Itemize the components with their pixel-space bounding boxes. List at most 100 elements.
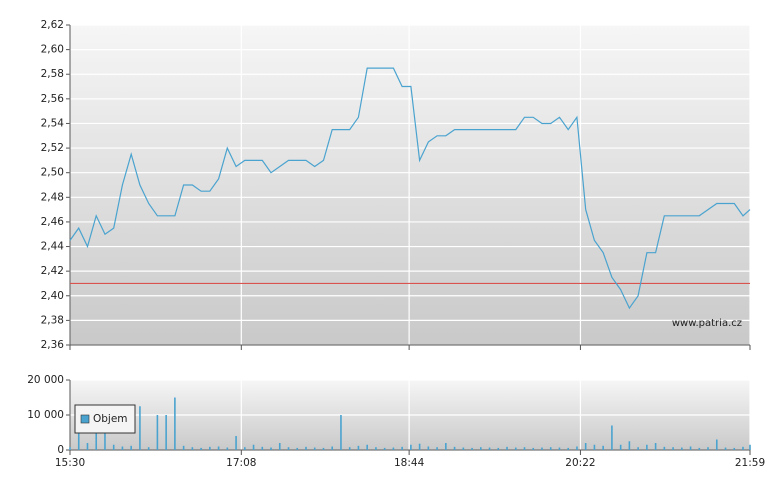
- volume-bar: [331, 446, 334, 450]
- volume-bar: [602, 445, 604, 450]
- volume-bar: [139, 406, 141, 450]
- y-tick-label: 2,54: [41, 117, 65, 129]
- volume-bar: [523, 447, 526, 450]
- price-line: [69, 67, 751, 310]
- volume-bar: [619, 444, 622, 450]
- volume-bar: [375, 447, 377, 450]
- x-tick-label: 21:59: [735, 457, 765, 469]
- volume-bar: [182, 445, 185, 450]
- volume-bar: [357, 445, 360, 450]
- volume-bar: [749, 444, 751, 450]
- volume-bar: [532, 447, 535, 450]
- volume-bar: [715, 439, 718, 450]
- volume-bar: [427, 446, 430, 450]
- volume-bar: [707, 447, 709, 450]
- volume-bar: [436, 447, 438, 450]
- volume-bar: [445, 443, 447, 450]
- volume-bar: [235, 436, 237, 450]
- volume-bar: [497, 447, 500, 450]
- volume-bar: [724, 447, 727, 450]
- y-tick-label: 2,52: [41, 142, 64, 154]
- y-tick-label: 2,48: [41, 191, 64, 203]
- volume-bar: [278, 443, 281, 450]
- volume-bar: [672, 447, 674, 450]
- volume-bar: [401, 446, 403, 450]
- y-tick-label: 10 000: [27, 409, 64, 421]
- volume-bar: [77, 432, 80, 450]
- volume-bar: [471, 447, 473, 450]
- watermark: www.patria.cz: [672, 318, 742, 329]
- y-tick-label: 2,36: [41, 339, 65, 351]
- y-tick-label: 2,56: [41, 93, 65, 105]
- volume-bar: [654, 443, 657, 450]
- volume-bar: [558, 447, 561, 450]
- volume-bar: [549, 447, 552, 450]
- y-tick-label: 2,46: [41, 216, 65, 228]
- volume-bar: [689, 446, 692, 450]
- volume-bar: [165, 415, 167, 450]
- volume-bar: [313, 447, 316, 450]
- volume-bar: [663, 446, 666, 450]
- volume-bar: [270, 447, 272, 450]
- volume-bar: [742, 446, 744, 450]
- volume-bar: [322, 447, 325, 450]
- volume-bar: [147, 447, 150, 450]
- volume-bar: [86, 443, 89, 450]
- volume-bar: [646, 444, 648, 450]
- volume-bar: [383, 447, 386, 450]
- volume-bar: [366, 444, 368, 450]
- volume-bar: [637, 447, 639, 450]
- volume-bar: [252, 444, 255, 450]
- volume-bar: [348, 447, 351, 450]
- x-tick-label: 17:08: [226, 457, 256, 469]
- legend-label: Objem: [93, 413, 128, 425]
- volume-bar: [217, 446, 220, 450]
- volume-bar: [410, 444, 412, 450]
- y-tick-label: 0: [57, 444, 64, 456]
- legend: Objem: [74, 404, 136, 434]
- volume-bar: [69, 447, 71, 450]
- y-tick-label: 2,42: [41, 265, 64, 277]
- x-tick-label: 20:22: [565, 457, 595, 469]
- volume-bar: [261, 446, 264, 450]
- volume-bar: [296, 447, 299, 450]
- volume-bar: [479, 447, 482, 450]
- y-tick-label: 2,62: [41, 19, 64, 31]
- volume-bar: [488, 447, 491, 450]
- volume-bar: [698, 447, 701, 450]
- volume-bar: [567, 447, 570, 450]
- volume-bar: [541, 447, 543, 450]
- volume-bar: [191, 447, 194, 450]
- volume-bar: [733, 447, 736, 450]
- volume-bar: [305, 446, 307, 450]
- volume-bar: [121, 446, 124, 450]
- volume-bar: [681, 447, 683, 450]
- y-tick-label: 2,58: [41, 68, 64, 80]
- y-tick-label: 2,40: [41, 290, 64, 302]
- volume-bar: [462, 447, 465, 450]
- volume-bar: [340, 415, 342, 450]
- volume-bar: [584, 443, 587, 450]
- volume-bar: [514, 447, 517, 450]
- volume-bar: [506, 446, 508, 450]
- volume-bar: [576, 446, 578, 450]
- volume-bar: [453, 446, 456, 450]
- volume-bar: [593, 444, 596, 450]
- volume-bar: [287, 447, 290, 450]
- x-tick-label: 18:44: [394, 457, 425, 469]
- y-tick-label: 2,38: [41, 314, 64, 326]
- volume-bar: [112, 444, 115, 450]
- volume-bar: [209, 446, 211, 450]
- y-tick-label: 2,60: [41, 44, 64, 56]
- volume-bar: [628, 441, 631, 450]
- volume-bar: [611, 425, 613, 450]
- y-tick-label: 2,44: [41, 241, 65, 253]
- volume-bar: [226, 447, 229, 450]
- volume-bar: [174, 397, 176, 450]
- volume-bar: [418, 443, 421, 450]
- plot-background: [70, 25, 750, 345]
- y-tick-label: 2,50: [41, 167, 64, 179]
- volume-bar: [130, 445, 132, 450]
- volume-bar: [200, 447, 202, 450]
